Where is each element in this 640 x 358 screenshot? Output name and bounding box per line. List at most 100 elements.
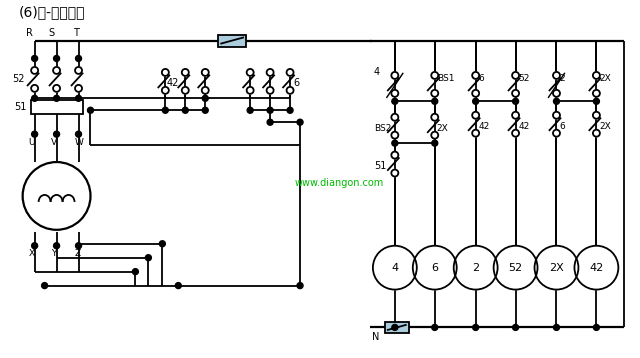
Circle shape xyxy=(493,246,538,290)
Circle shape xyxy=(287,69,294,76)
Circle shape xyxy=(287,107,293,113)
Circle shape xyxy=(472,130,479,137)
Circle shape xyxy=(202,107,208,113)
Circle shape xyxy=(247,107,253,113)
Circle shape xyxy=(513,98,518,104)
Circle shape xyxy=(575,246,618,290)
Circle shape xyxy=(392,140,398,146)
Text: BS1: BS1 xyxy=(436,74,454,83)
Circle shape xyxy=(246,69,253,76)
Circle shape xyxy=(534,246,579,290)
Circle shape xyxy=(75,85,82,92)
Circle shape xyxy=(432,140,438,146)
Circle shape xyxy=(297,282,303,289)
Circle shape xyxy=(76,95,81,101)
Text: 2: 2 xyxy=(559,74,565,83)
Text: X: X xyxy=(29,249,35,258)
Circle shape xyxy=(431,72,438,79)
Circle shape xyxy=(473,98,479,104)
Text: 52: 52 xyxy=(13,74,25,84)
Circle shape xyxy=(431,90,438,97)
Text: R: R xyxy=(26,28,33,38)
Circle shape xyxy=(132,268,138,275)
Circle shape xyxy=(267,107,273,113)
Circle shape xyxy=(593,130,600,137)
Text: 42: 42 xyxy=(166,78,179,88)
Circle shape xyxy=(593,324,600,330)
Circle shape xyxy=(162,69,169,76)
Text: 6: 6 xyxy=(479,74,484,83)
Text: 2X: 2X xyxy=(600,74,611,83)
Text: 6: 6 xyxy=(431,263,438,273)
Circle shape xyxy=(53,67,60,74)
Circle shape xyxy=(31,67,38,74)
Circle shape xyxy=(593,98,600,104)
Bar xyxy=(218,35,246,47)
Circle shape xyxy=(391,170,398,176)
Circle shape xyxy=(76,55,81,62)
Text: 42: 42 xyxy=(589,263,604,273)
Circle shape xyxy=(554,98,559,104)
Circle shape xyxy=(182,107,188,113)
Circle shape xyxy=(54,95,60,101)
Circle shape xyxy=(593,112,600,119)
Circle shape xyxy=(513,324,518,330)
Text: 42: 42 xyxy=(518,122,530,131)
Circle shape xyxy=(431,114,438,121)
Circle shape xyxy=(391,132,398,139)
Circle shape xyxy=(413,246,457,290)
Text: 6: 6 xyxy=(293,78,299,88)
Circle shape xyxy=(31,85,38,92)
Circle shape xyxy=(54,243,60,249)
Circle shape xyxy=(391,114,398,121)
Circle shape xyxy=(54,131,60,137)
Circle shape xyxy=(76,243,81,249)
Circle shape xyxy=(472,72,479,79)
Circle shape xyxy=(202,87,209,94)
Circle shape xyxy=(454,246,498,290)
Text: 2X: 2X xyxy=(436,124,449,133)
Circle shape xyxy=(512,130,519,137)
Circle shape xyxy=(593,72,600,79)
Circle shape xyxy=(512,90,519,97)
Text: 51: 51 xyxy=(15,102,27,112)
Text: N: N xyxy=(372,332,380,342)
Circle shape xyxy=(432,324,438,330)
Circle shape xyxy=(31,243,38,249)
Circle shape xyxy=(162,87,169,94)
Circle shape xyxy=(554,324,559,330)
Circle shape xyxy=(553,72,560,79)
Circle shape xyxy=(472,90,479,97)
Circle shape xyxy=(391,72,398,79)
Circle shape xyxy=(76,131,81,137)
Circle shape xyxy=(553,90,560,97)
Circle shape xyxy=(54,55,60,62)
Circle shape xyxy=(182,87,189,94)
Text: 52: 52 xyxy=(518,74,530,83)
Circle shape xyxy=(31,95,38,101)
Text: Z: Z xyxy=(74,249,81,258)
Circle shape xyxy=(267,87,274,94)
Text: 52: 52 xyxy=(509,263,523,273)
Text: 51: 51 xyxy=(374,161,387,171)
Text: Y: Y xyxy=(51,249,56,258)
Circle shape xyxy=(473,324,479,330)
Circle shape xyxy=(512,112,519,119)
Circle shape xyxy=(31,55,38,62)
Circle shape xyxy=(267,69,274,76)
Text: T: T xyxy=(72,28,79,38)
Text: 4: 4 xyxy=(391,263,398,273)
Text: 2X: 2X xyxy=(549,263,564,273)
Text: 6: 6 xyxy=(559,122,565,131)
Circle shape xyxy=(512,72,519,79)
Text: 2: 2 xyxy=(472,263,479,273)
Text: S: S xyxy=(49,28,54,38)
Circle shape xyxy=(145,255,152,261)
Circle shape xyxy=(202,95,208,101)
Circle shape xyxy=(431,132,438,139)
Circle shape xyxy=(42,282,47,289)
Circle shape xyxy=(267,119,273,125)
Circle shape xyxy=(553,130,560,137)
Circle shape xyxy=(297,119,303,125)
Circle shape xyxy=(391,90,398,97)
